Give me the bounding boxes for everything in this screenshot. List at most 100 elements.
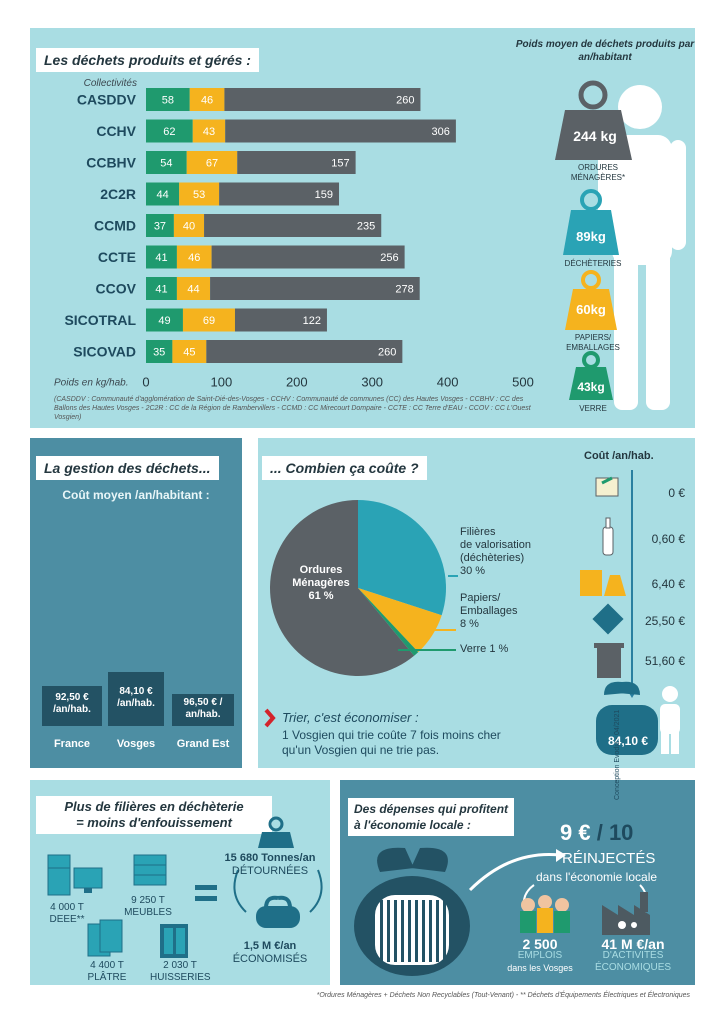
- meubles-label: MEUBLES: [124, 907, 172, 918]
- cost-title: ... Combien ça coûte ?: [262, 456, 427, 480]
- bar-value-label: 260: [396, 95, 414, 107]
- cost-total: 84,10 €: [607, 734, 649, 748]
- bar-value-label: 278: [395, 284, 413, 296]
- verre-label: Verre 1 %: [460, 643, 509, 655]
- collectivites-footnote: (CASDDV : Communauté d'agglomération de …: [54, 396, 531, 421]
- bar-segment: [146, 245, 177, 269]
- weight-label-1: ORDURES MÉNAGÈRES*: [570, 163, 626, 182]
- bar-segment: [225, 119, 456, 143]
- bar-segment: [204, 214, 382, 237]
- huisseries-block: 2 030 T HUISSERIES: [150, 960, 211, 984]
- bar-value-label: 67: [206, 158, 218, 170]
- weight-value-4: 43kg: [577, 380, 605, 394]
- reinjectes: RÉINJECTÉS: [562, 850, 656, 867]
- detournees-label: DÉTOURNÉES: [231, 865, 309, 877]
- pie-label-line3: 61 %: [308, 590, 334, 602]
- bar-value-label: 43: [203, 126, 215, 138]
- category-label: CASDDV: [77, 92, 137, 108]
- bar-value-label: 157: [331, 158, 349, 170]
- ratio-a: 9 €: [560, 820, 591, 845]
- bar-segment: [146, 277, 177, 300]
- person-silhouette: [598, 85, 686, 410]
- weight-label-4: VERRE: [579, 404, 607, 413]
- weight-ordures: [555, 80, 632, 160]
- bar-value-label: 46: [201, 95, 213, 107]
- bar-value-label: 41: [155, 252, 167, 264]
- activites-label-2: ÉCONOMIQUES: [594, 962, 672, 973]
- bar-value-label: 45: [183, 347, 195, 359]
- x-tick-label: 500: [512, 375, 534, 390]
- emplois-label: EMPLOIS: [517, 950, 563, 961]
- cost-value-4: 25,50 €: [644, 614, 685, 628]
- bar-segment: [146, 340, 173, 363]
- weights-column: [555, 80, 686, 410]
- gestion-subtitle: Coût moyen /an/habitant :: [62, 488, 210, 502]
- bar-segment: [182, 308, 235, 332]
- pie-label-line1: Ordures: [299, 564, 343, 576]
- bar-segment: [172, 340, 207, 363]
- bar-segment: [237, 151, 356, 174]
- bar-value-label: 44: [187, 284, 199, 296]
- bar-segment: [146, 214, 174, 237]
- bar-value-label: 159: [315, 189, 333, 201]
- bar-segment: [146, 308, 183, 332]
- economises-label: ÉCONOMISÉS: [232, 953, 308, 965]
- bar-value-label: 122: [303, 315, 321, 327]
- podium-label-vosges: Vosges: [116, 738, 156, 750]
- gestion-title: La gestion des déchets...: [36, 456, 219, 480]
- x-tick-label: 200: [286, 375, 308, 390]
- weight-value-3: 60kg: [576, 302, 606, 317]
- bar-segment: [176, 245, 212, 269]
- filieres-line1: Filières: [460, 526, 496, 538]
- bar-value-label: 306: [432, 126, 450, 138]
- bar-segment: [211, 245, 405, 269]
- bar-value-label: 41: [155, 284, 167, 296]
- bar-value-label: 40: [183, 221, 195, 233]
- bar-segment: [179, 182, 220, 206]
- emplois-value: 2 500: [522, 936, 558, 952]
- x-tick-label: 100: [211, 375, 233, 390]
- detournees-block: 15 680 Tonnes/an DÉTOURNÉES: [212, 852, 328, 878]
- weight-value-2: 89kg: [576, 229, 606, 244]
- cost-value-3: 6,40 €: [651, 577, 685, 591]
- bar-segment: [176, 277, 211, 300]
- deee-label: DEEE**: [49, 914, 85, 925]
- deee-value: 4 000 T: [50, 902, 84, 913]
- activites-value: 41 M €/an: [601, 936, 665, 952]
- bar-value-label: 256: [380, 252, 398, 264]
- emplois-block: 2 500 EMPLOIS dans les Vosges: [500, 936, 580, 974]
- bar-segment: [234, 308, 327, 332]
- weight-papiers: [565, 270, 617, 330]
- cost-value-5: 51,60 €: [644, 654, 685, 668]
- bar-value-label: 46: [188, 252, 200, 264]
- bar-value-label: 58: [162, 95, 174, 107]
- bar-value-label: 54: [160, 158, 172, 170]
- economises-block: 1,5 M €/an ÉCONOMISÉS: [212, 940, 328, 966]
- cost-column-title: Coût /an/hab.: [584, 450, 654, 462]
- waste-section-title: Les déchets produits et gérés :: [36, 48, 259, 72]
- category-label: CCTE: [98, 249, 136, 265]
- papiers-label: Papiers/ Emballages 8 %: [460, 592, 517, 631]
- deee-block: 4 000 T DEEE**: [42, 902, 92, 926]
- huisseries-value: 2 030 T: [163, 960, 197, 971]
- podium-grandest: 96,50 € / an/hab.: [172, 694, 234, 726]
- trier-line2: qu'un Vosgien qui ne trie pas.: [282, 743, 440, 757]
- trier-title: Trier, c'est économiser :: [282, 710, 419, 725]
- podium-label-france: France: [53, 738, 91, 750]
- activites-label-1: D'ACTIVITÉS: [602, 950, 664, 961]
- bar-segment: [146, 88, 190, 111]
- bar-segment: [210, 277, 420, 300]
- weight-value-1: 244 kg: [573, 128, 617, 144]
- activites-block: 41 M €/an D'ACTIVITÉS ÉCONOMIQUES: [588, 936, 678, 974]
- filieres-label: Filières de valorisation (déchèteries) 3…: [460, 526, 531, 578]
- cost-value-2: 0,60 €: [651, 532, 685, 546]
- filieres-line2: de valorisation: [460, 539, 531, 551]
- filieres-title-line2: = moins d'enfouissement: [76, 815, 232, 830]
- page-footnote: *Ordures Ménagères + Déchets Non Recycla…: [316, 992, 690, 999]
- bar-segment: [186, 151, 238, 174]
- pie-label-line2: Ménagères: [292, 577, 350, 589]
- platre-label: PLÂTRE: [87, 972, 127, 983]
- bar-value-label: 53: [193, 189, 205, 201]
- filieres-title-line1: Plus de filières en déchèterie: [64, 799, 244, 814]
- weight-decheteries: [563, 189, 619, 255]
